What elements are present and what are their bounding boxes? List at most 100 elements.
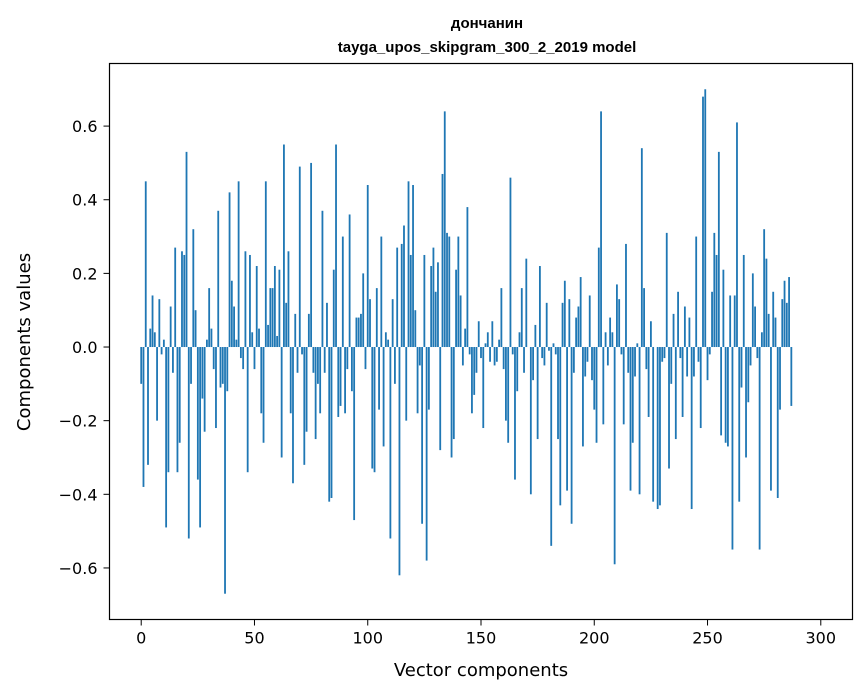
bar	[760, 332, 763, 348]
bar	[441, 173, 444, 348]
bar	[767, 313, 770, 348]
bar	[507, 347, 510, 443]
bar	[203, 347, 206, 432]
bar	[582, 347, 584, 447]
bar	[529, 347, 532, 495]
bar	[625, 243, 627, 348]
bar	[301, 347, 303, 355]
bar	[693, 347, 695, 377]
bar	[618, 299, 621, 348]
bar	[271, 288, 274, 348]
bar	[344, 347, 346, 414]
bar	[246, 347, 249, 473]
bar	[455, 269, 457, 348]
bar	[475, 347, 478, 373]
bar	[514, 347, 516, 480]
bar	[224, 347, 226, 594]
bar	[543, 347, 546, 366]
bar	[341, 236, 344, 348]
bar	[165, 347, 168, 528]
bar	[382, 347, 385, 447]
bar	[482, 347, 485, 429]
bar	[536, 347, 539, 440]
bar	[303, 347, 306, 465]
bar	[652, 347, 655, 502]
bar	[611, 332, 614, 348]
bar	[437, 262, 439, 348]
bar	[206, 339, 208, 348]
bar	[228, 192, 231, 348]
x-tick-label: 150	[466, 629, 497, 648]
bar	[770, 347, 772, 491]
bar	[326, 302, 328, 348]
bar	[588, 295, 591, 348]
bar	[477, 321, 480, 348]
bar	[495, 347, 498, 362]
bar	[427, 347, 430, 410]
bar	[239, 347, 242, 359]
bar	[391, 299, 394, 348]
bar	[638, 347, 641, 495]
bar	[466, 207, 469, 348]
bar	[593, 347, 596, 410]
bar	[452, 347, 455, 440]
bar	[643, 288, 645, 348]
bar	[332, 269, 335, 348]
bar	[500, 288, 503, 348]
y-tick-label: 0.6	[72, 117, 97, 136]
bar	[183, 254, 186, 348]
bar	[353, 347, 356, 521]
y-axis-label: Components values	[14, 253, 35, 431]
bar	[151, 295, 154, 348]
bar	[557, 347, 559, 440]
bar	[208, 288, 211, 348]
x-tick-label: 0	[136, 629, 146, 648]
bar	[346, 347, 349, 370]
bar	[688, 317, 691, 348]
bar	[418, 347, 421, 366]
bar	[330, 347, 333, 498]
bar	[258, 328, 260, 348]
bar	[339, 347, 342, 406]
bar	[493, 347, 496, 366]
bar	[394, 347, 396, 384]
bar	[570, 347, 573, 524]
bar	[511, 347, 514, 355]
x-axis-label: Vector components	[394, 660, 568, 681]
bar	[781, 299, 784, 348]
bar	[532, 347, 534, 381]
bar	[720, 347, 723, 436]
bar	[756, 347, 759, 359]
bar	[489, 347, 491, 362]
bar	[727, 347, 729, 447]
bar	[387, 339, 390, 348]
bar	[153, 332, 156, 348]
y-axis-ticks: −0.6 −0.4 −0.2 0.0 0.2 0.4 0.6	[59, 117, 110, 578]
bar	[595, 347, 598, 443]
x-axis-ticks: 0 50 100 150 200 250 300	[136, 619, 836, 648]
bar	[670, 347, 673, 384]
bar	[389, 347, 392, 539]
bar	[788, 277, 790, 348]
bar	[321, 210, 324, 348]
bar	[210, 328, 213, 348]
bar	[545, 302, 548, 348]
x-tick-label: 100	[352, 629, 383, 648]
bar	[384, 332, 387, 348]
bar	[289, 347, 292, 414]
bar	[729, 295, 732, 348]
bar	[323, 347, 326, 373]
bar	[613, 347, 616, 565]
bar	[144, 181, 147, 348]
bar	[695, 236, 698, 348]
bar	[520, 288, 523, 348]
bar	[502, 347, 505, 370]
bar	[722, 269, 725, 348]
bar	[201, 347, 204, 399]
bar	[677, 291, 679, 348]
bar	[276, 335, 279, 348]
bar	[350, 347, 353, 392]
bar	[298, 166, 301, 348]
bar	[597, 247, 600, 348]
